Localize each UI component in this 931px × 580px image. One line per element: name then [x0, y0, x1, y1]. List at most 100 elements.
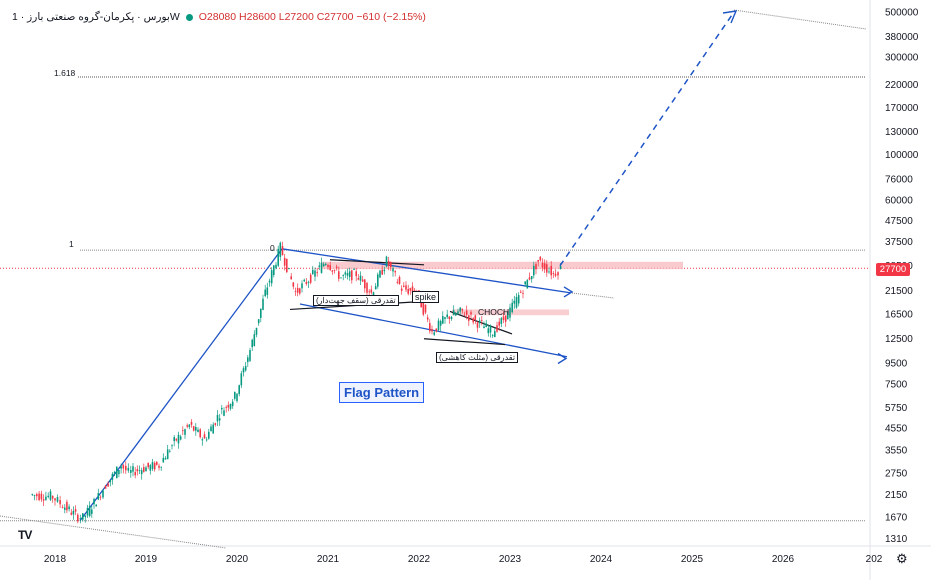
candle-body	[435, 328, 438, 332]
candle-body	[546, 264, 548, 273]
candle-body	[205, 439, 208, 441]
candle-body	[411, 286, 414, 293]
ohlc-low: L27200	[278, 11, 314, 23]
candle-body	[188, 424, 191, 428]
impulse-line	[79, 248, 283, 522]
flag-pattern-label[interactable]: Flag Pattern	[339, 382, 425, 403]
x-tick-label: 2026	[772, 554, 795, 565]
candle-body	[136, 469, 139, 472]
candle-body	[216, 415, 219, 422]
candle-body	[292, 282, 295, 287]
candle-body	[88, 505, 91, 516]
x-tick-label: 2019	[135, 554, 158, 565]
candle-body	[277, 248, 279, 266]
y-tick-label: 500000	[885, 8, 919, 19]
candle-body	[120, 466, 122, 469]
candle-body	[164, 458, 167, 460]
flag-lower-line	[299, 303, 568, 358]
y-tick-label: 16500	[885, 310, 913, 321]
candle-body	[84, 515, 87, 518]
gear-icon[interactable]: ⚙	[896, 551, 908, 566]
upper-channel-line	[733, 9, 867, 30]
candle-body	[357, 278, 360, 280]
candle-body	[260, 308, 262, 318]
choch-label[interactable]: CHOCH	[478, 307, 510, 317]
candle-body	[162, 457, 165, 463]
candle-body	[264, 289, 266, 296]
candle-body	[489, 325, 492, 333]
candle-body	[522, 293, 524, 294]
candle-body	[273, 265, 275, 275]
candle-body	[331, 270, 334, 272]
candle-body	[483, 326, 485, 329]
candle-body	[530, 276, 533, 280]
candle-body	[515, 297, 518, 308]
y-tick-label: 170000	[885, 103, 919, 114]
candle-body	[42, 499, 45, 501]
candle-body	[234, 391, 236, 399]
candle-body	[498, 321, 500, 326]
candle-body	[138, 470, 141, 471]
candle-body	[476, 322, 479, 328]
candle-body	[218, 418, 221, 421]
candle-body	[379, 270, 381, 278]
candle-body	[104, 485, 107, 489]
symbol-title[interactable]: بورس · پکرمان-گروه صنعتی بارز · 1W	[12, 11, 180, 23]
candle-body	[355, 271, 357, 277]
resistance-zone-upper	[322, 261, 683, 270]
candle-body	[64, 507, 66, 510]
candle-body	[385, 256, 388, 267]
candle-body	[38, 493, 40, 500]
candle-body	[149, 465, 152, 471]
candle-body	[329, 265, 331, 270]
candle-body	[68, 506, 70, 510]
candle-body	[77, 514, 79, 522]
candle-body	[79, 518, 82, 520]
y-tick-label: 130000	[885, 127, 919, 138]
x-tick-label: 2024	[590, 554, 613, 565]
candle-body	[353, 269, 355, 270]
candle-body	[45, 496, 47, 500]
candle-body	[405, 285, 407, 290]
candle-body	[338, 271, 340, 279]
candle-body	[472, 318, 474, 323]
candle-body	[70, 512, 73, 515]
candle-body	[175, 438, 178, 441]
candle-body	[240, 373, 243, 386]
candle-body	[344, 272, 347, 275]
candle-body	[257, 319, 260, 324]
candle-body	[95, 504, 97, 507]
candle-body	[225, 407, 227, 408]
candle-body	[279, 242, 282, 257]
candle-body	[203, 434, 206, 439]
descending-note[interactable]: تقدرقی (مثلث کاهشی)	[436, 352, 519, 363]
candle-body	[559, 266, 562, 270]
candle-body	[481, 320, 483, 322]
ascending-note[interactable]: تقدرقی (سقف جهت‌دار)	[313, 295, 399, 306]
projection-arrow	[559, 10, 738, 267]
upper-arrow-head	[563, 286, 574, 298]
candle-body	[171, 445, 173, 447]
projection-arrow-head	[722, 10, 738, 24]
spike-label[interactable]: spike	[412, 291, 440, 303]
candle-body	[208, 431, 210, 439]
candle-body	[236, 393, 238, 402]
candle-body	[303, 279, 305, 282]
candle-body	[132, 466, 134, 472]
candle-body	[33, 495, 36, 496]
candle-body	[335, 266, 338, 268]
y-tick-label: 1310	[885, 534, 908, 545]
candle-body	[400, 288, 403, 291]
candle-body	[113, 472, 116, 475]
candle-body	[266, 287, 269, 295]
tradingview-logo[interactable]: TV	[18, 528, 32, 542]
candle-body	[426, 317, 429, 320]
ohlc-close: C27700	[316, 11, 354, 23]
candle-body	[40, 493, 43, 500]
y-tick-label: 4550	[885, 424, 908, 435]
candle-body	[186, 425, 188, 427]
candle-body	[195, 427, 197, 431]
candle-body	[424, 304, 427, 313]
